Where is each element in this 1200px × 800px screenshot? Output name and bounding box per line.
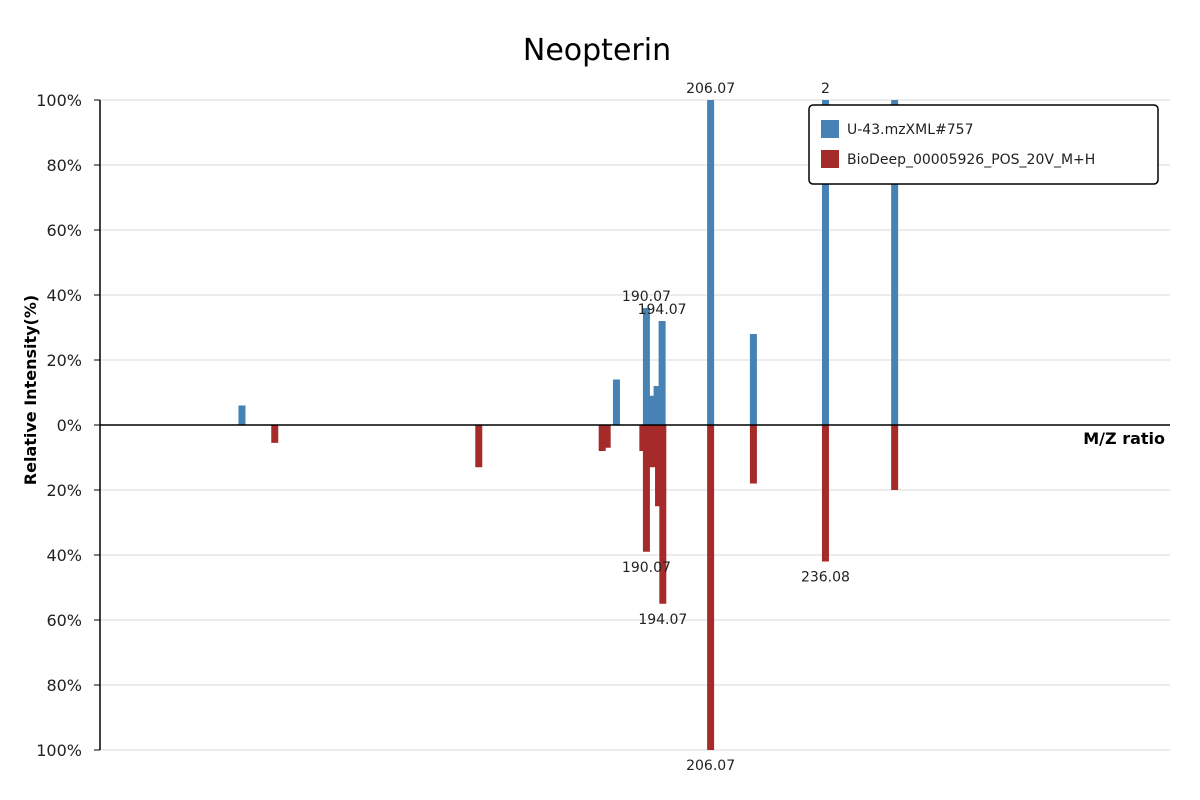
reference-peak-bar[interactable] — [659, 425, 667, 604]
legend-label-query: U-43.mzXML#757 — [847, 122, 973, 138]
reference-peak-bar[interactable] — [642, 425, 650, 552]
y-tick-label: 20% — [46, 351, 82, 370]
reference-peak-label: 190.07 — [622, 560, 671, 576]
reference-peak-bar[interactable] — [649, 425, 657, 468]
x-axis-label: M/Z ratio — [1083, 429, 1165, 448]
y-tick-label: 60% — [46, 221, 82, 240]
y-tick-label: 0% — [57, 416, 82, 435]
query-peak-bar[interactable] — [612, 379, 620, 426]
reference-peak-bar[interactable] — [603, 425, 611, 448]
legend-swatch-reference — [821, 150, 839, 168]
legend[interactable]: U-43.mzXML#757 BioDeep_00005926_POS_20V_… — [808, 104, 1159, 185]
query-peak-label: 206.07 — [686, 81, 735, 97]
chart-title: Neopterin — [523, 33, 671, 68]
y-tick-labels: 100% 80% 60% 40% 20% 0% 20% 40% 60% 80% 100% — [36, 91, 100, 760]
reference-peak-bar[interactable] — [598, 425, 606, 451]
y-axis-label: Relative Intensity(%) — [21, 295, 40, 485]
spectrum-bars — [238, 100, 899, 750]
query-peak-bar[interactable] — [653, 386, 661, 425]
reference-peak-label: 194.07 — [638, 612, 687, 628]
reference-peak-bar[interactable] — [891, 425, 899, 490]
y-tick-label: 80% — [46, 156, 82, 175]
y-tick-label: 100% — [36, 741, 82, 760]
reference-peak-bar[interactable] — [271, 425, 279, 443]
grid-lines — [100, 99, 1170, 751]
y-tick-label: 80% — [46, 676, 82, 695]
query-peak-label: 190.07 — [622, 289, 671, 305]
reference-peak-bar[interactable] — [639, 425, 647, 451]
legend-box — [808, 104, 1159, 185]
y-tick-label: 40% — [46, 546, 82, 565]
legend-label-reference: BioDeep_00005926_POS_20V_M+H — [847, 152, 1095, 168]
query-peak-bar[interactable] — [647, 395, 655, 425]
y-tick-label: 20% — [46, 481, 82, 500]
query-peak-bar[interactable] — [891, 100, 899, 425]
query-peak-bar[interactable] — [658, 321, 666, 425]
query-peak-bar[interactable] — [749, 334, 757, 425]
query-peak-label: 2 — [821, 81, 830, 97]
query-peak-label: 194.07 — [638, 302, 687, 318]
query-peak-bar[interactable] — [707, 100, 715, 425]
y-tick-label: 60% — [46, 611, 82, 630]
legend-swatch-query — [821, 120, 839, 138]
query-peak-bar[interactable] — [642, 308, 650, 425]
reference-peak-label: 206.07 — [686, 758, 735, 774]
reference-peak-bar[interactable] — [749, 425, 757, 484]
reference-peak-bar[interactable] — [655, 425, 663, 507]
reference-peak-bar[interactable] — [821, 425, 829, 562]
reference-peak-bar[interactable] — [707, 425, 715, 750]
reference-peak-bar[interactable] — [475, 425, 483, 468]
reference-peak-label: 236.08 — [801, 570, 850, 586]
query-peak-bar[interactable] — [821, 100, 829, 425]
y-tick-label: 100% — [36, 91, 82, 110]
y-tick-label: 40% — [46, 286, 82, 305]
query-peak-bar[interactable] — [238, 405, 246, 426]
